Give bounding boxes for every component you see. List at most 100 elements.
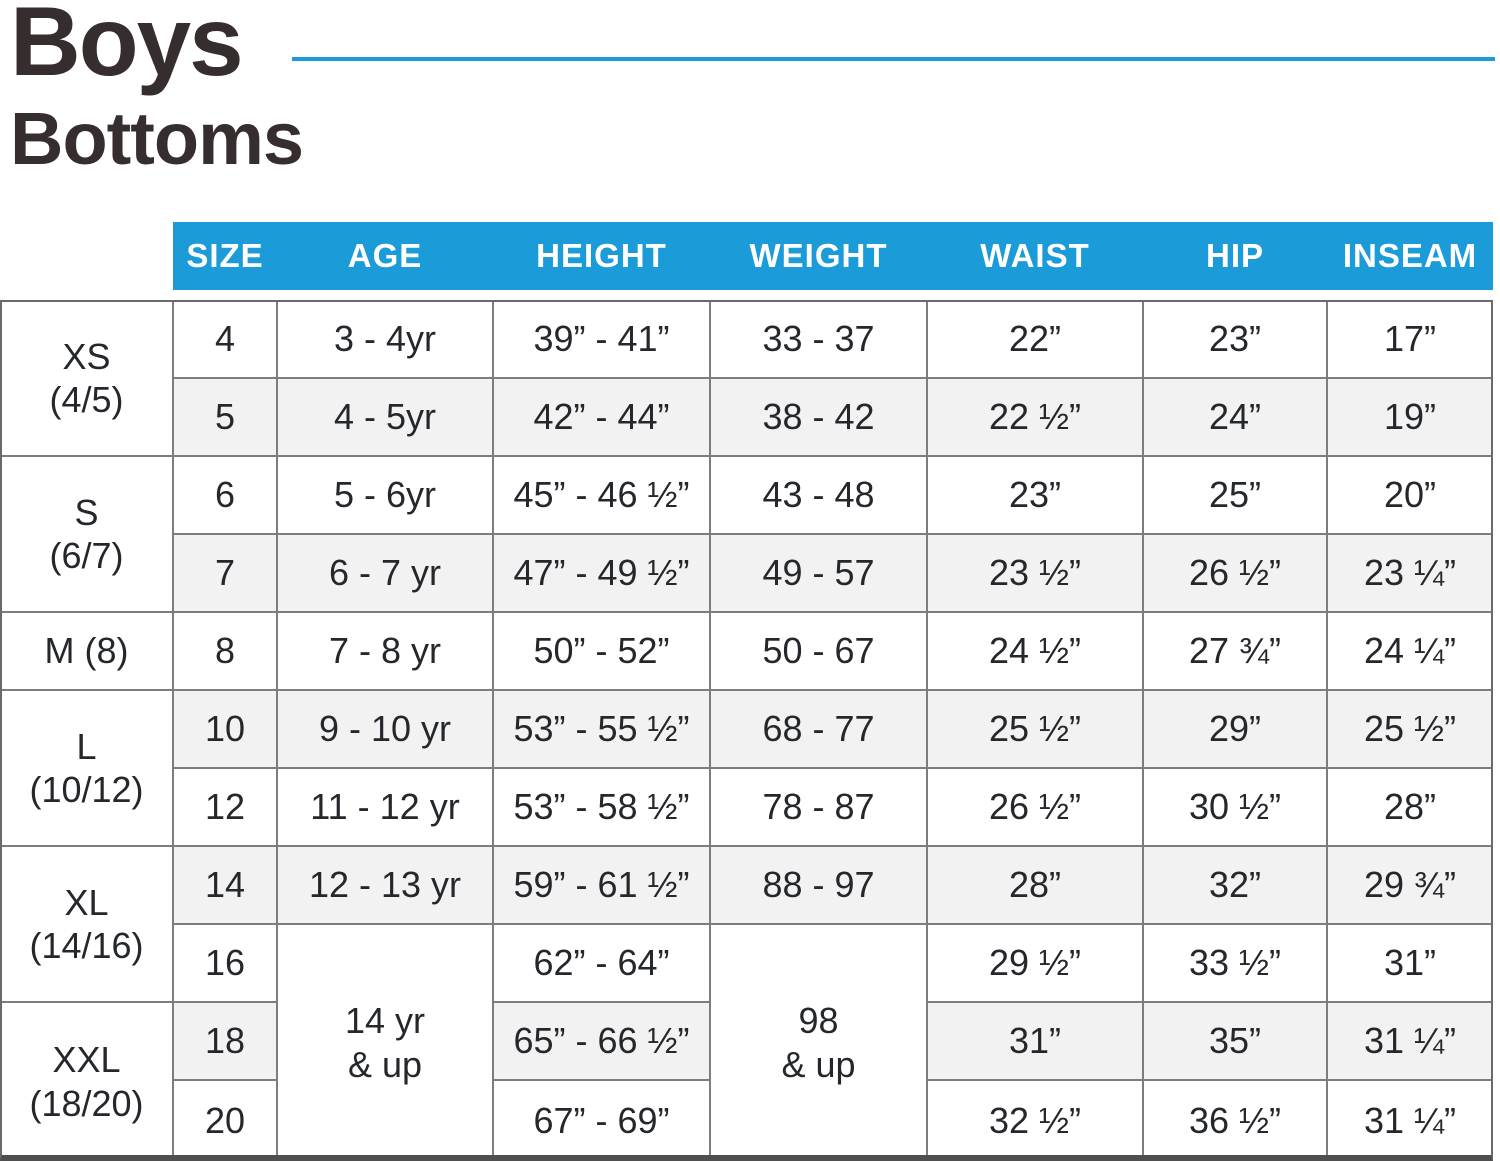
size-cell: 8 bbox=[173, 612, 277, 690]
waist-cell: 28” bbox=[927, 846, 1143, 924]
merged-weight-cell: 98 & up bbox=[710, 924, 927, 1161]
inseam-cell: 31 ¼” bbox=[1327, 1002, 1493, 1080]
height-cell: 53” - 55 ½” bbox=[493, 690, 710, 768]
waist-cell: 29 ½” bbox=[927, 924, 1143, 1002]
waist-cell: 24 ½” bbox=[927, 612, 1143, 690]
inseam-cell: 23 ¼” bbox=[1327, 534, 1493, 612]
group-range: (14/16) bbox=[29, 925, 144, 966]
inseam-column-header: INSEAM bbox=[1327, 222, 1493, 290]
weight-cell: 50 - 67 bbox=[710, 612, 927, 690]
age-cell: 3 - 4yr bbox=[277, 300, 493, 378]
height-cell: 62” - 64” bbox=[493, 924, 710, 1002]
inseam-cell: 24 ¼” bbox=[1327, 612, 1493, 690]
size-cell: 6 bbox=[173, 456, 277, 534]
group-label-l: L (10/12) bbox=[0, 690, 173, 846]
group-range: (4/5) bbox=[49, 379, 124, 420]
weight-cell: 43 - 48 bbox=[710, 456, 927, 534]
height-cell: 42” - 44” bbox=[493, 378, 710, 456]
waist-cell: 23” bbox=[927, 456, 1143, 534]
inseam-cell: 20” bbox=[1327, 456, 1493, 534]
group-label-xxl: XXL (18/20) bbox=[0, 1002, 173, 1161]
age-cell: 5 - 6yr bbox=[277, 456, 493, 534]
size-cell: 7 bbox=[173, 534, 277, 612]
size-column-header: SIZE bbox=[173, 222, 277, 290]
height-cell: 53” - 58 ½” bbox=[493, 768, 710, 846]
group-label-xl: XL (14/16) bbox=[0, 846, 173, 1002]
group-name: L bbox=[76, 725, 97, 767]
merged-weight-line1: 98 bbox=[798, 1000, 839, 1042]
hip-cell: 26 ½” bbox=[1143, 534, 1327, 612]
hip-cell: 36 ½” bbox=[1143, 1080, 1327, 1161]
height-column-header: HEIGHT bbox=[493, 222, 710, 290]
inseam-cell: 25 ½” bbox=[1327, 690, 1493, 768]
height-cell: 59” - 61 ½” bbox=[493, 846, 710, 924]
title-accent-line bbox=[292, 57, 1495, 61]
size-table: SIZE AGE HEIGHT WEIGHT WAIST HIP INSEAM … bbox=[0, 222, 1493, 1161]
size-cell: 4 bbox=[173, 300, 277, 378]
waist-cell: 25 ½” bbox=[927, 690, 1143, 768]
weight-cell: 78 - 87 bbox=[710, 768, 927, 846]
group-label-m: M (8) bbox=[0, 612, 173, 690]
weight-cell: 33 - 37 bbox=[710, 300, 927, 378]
inseam-cell: 19” bbox=[1327, 378, 1493, 456]
hip-cell: 23” bbox=[1143, 300, 1327, 378]
group-label-s: S (6/7) bbox=[0, 456, 173, 612]
group-name: XXL bbox=[52, 1039, 121, 1081]
waist-column-header: WAIST bbox=[927, 222, 1143, 290]
height-cell: 47” - 49 ½” bbox=[493, 534, 710, 612]
age-column-header: AGE bbox=[277, 222, 493, 290]
age-cell: 11 - 12 yr bbox=[277, 768, 493, 846]
size-cell: 5 bbox=[173, 378, 277, 456]
group-label-xs: XS (4/5) bbox=[0, 300, 173, 456]
height-cell: 50” - 52” bbox=[493, 612, 710, 690]
merged-weight-line2: & up bbox=[781, 1043, 856, 1085]
weight-cell: 38 - 42 bbox=[710, 378, 927, 456]
inseam-cell: 28” bbox=[1327, 768, 1493, 846]
inseam-cell: 31 ¼” bbox=[1327, 1080, 1493, 1161]
hip-cell: 27 ¾” bbox=[1143, 612, 1327, 690]
size-cell: 14 bbox=[173, 846, 277, 924]
waist-cell: 31” bbox=[927, 1002, 1143, 1080]
size-cell: 20 bbox=[173, 1080, 277, 1161]
hip-column-header: HIP bbox=[1143, 222, 1327, 290]
height-cell: 39” - 41” bbox=[493, 300, 710, 378]
hip-cell: 29” bbox=[1143, 690, 1327, 768]
inseam-cell: 17” bbox=[1327, 300, 1493, 378]
inseam-cell: 29 ¾” bbox=[1327, 846, 1493, 924]
hip-cell: 24” bbox=[1143, 378, 1327, 456]
waist-cell: 22 ½” bbox=[927, 378, 1143, 456]
size-cell: 10 bbox=[173, 690, 277, 768]
waist-cell: 23 ½” bbox=[927, 534, 1143, 612]
size-cell: 18 bbox=[173, 1002, 277, 1080]
weight-cell: 49 - 57 bbox=[710, 534, 927, 612]
group-name: M (8) bbox=[44, 630, 129, 672]
page-title: Boys bbox=[10, 0, 244, 96]
waist-cell: 32 ½” bbox=[927, 1080, 1143, 1161]
merged-age-line1: 14 yr bbox=[344, 1000, 426, 1042]
group-range: (18/20) bbox=[29, 1082, 144, 1124]
merged-age-line2: & up bbox=[347, 1043, 423, 1085]
age-cell: 12 - 13 yr bbox=[277, 846, 493, 924]
merged-age-cell: 14 yr & up bbox=[277, 924, 493, 1161]
group-name: XS bbox=[62, 335, 111, 377]
size-cell: 16 bbox=[173, 924, 277, 1002]
page-subtitle: Bottoms bbox=[10, 97, 304, 180]
weight-column-header: WEIGHT bbox=[710, 222, 927, 290]
hip-cell: 30 ½” bbox=[1143, 768, 1327, 846]
group-range: (10/12) bbox=[29, 769, 144, 810]
hip-cell: 32” bbox=[1143, 846, 1327, 924]
waist-cell: 26 ½” bbox=[927, 768, 1143, 846]
age-cell: 6 - 7 yr bbox=[277, 534, 493, 612]
height-cell: 67” - 69” bbox=[493, 1080, 710, 1161]
hip-cell: 25” bbox=[1143, 456, 1327, 534]
height-cell: 65” - 66 ½” bbox=[493, 1002, 710, 1080]
weight-cell: 88 - 97 bbox=[710, 846, 927, 924]
size-cell: 12 bbox=[173, 768, 277, 846]
group-range: (6/7) bbox=[49, 535, 124, 576]
age-cell: 9 - 10 yr bbox=[277, 690, 493, 768]
hip-cell: 33 ½” bbox=[1143, 924, 1327, 1002]
group-name: XL bbox=[64, 881, 109, 923]
weight-cell: 68 - 77 bbox=[710, 690, 927, 768]
group-name: S bbox=[74, 491, 99, 533]
